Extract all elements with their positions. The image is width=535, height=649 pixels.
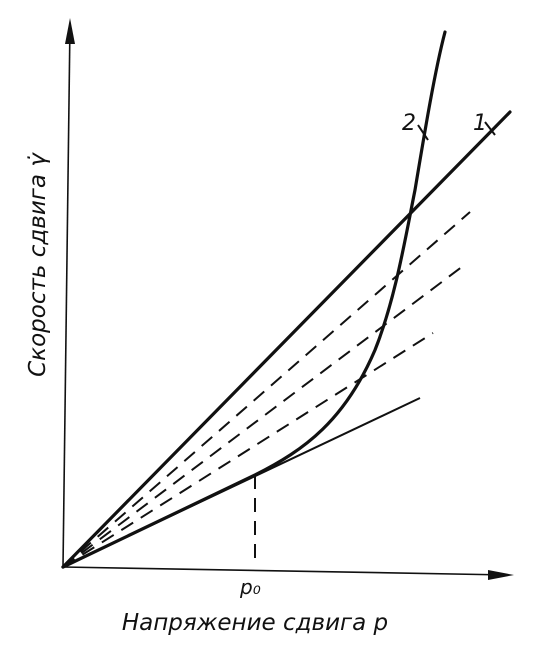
curve-1	[61, 110, 512, 569]
x-axis-label: Напряжение сдвига p	[122, 610, 388, 636]
curve-label: 2	[402, 111, 416, 136]
x-marker: p₀	[239, 575, 261, 599]
label-leader	[484, 121, 496, 136]
dashed-line	[62, 211, 471, 568]
curve-label: 1	[473, 111, 487, 136]
dashed-line	[62, 262, 468, 568]
y-axis	[62, 23, 71, 568]
label-leader	[417, 124, 429, 141]
x-axis	[62, 566, 509, 576]
y-axis-arrow	[65, 18, 75, 44]
y-axis-label: Скорость сдвига γ̇	[25, 152, 51, 377]
x-axis-arrow	[488, 570, 514, 580]
dashed-line	[62, 332, 434, 568]
curve-2	[61, 30, 447, 569]
